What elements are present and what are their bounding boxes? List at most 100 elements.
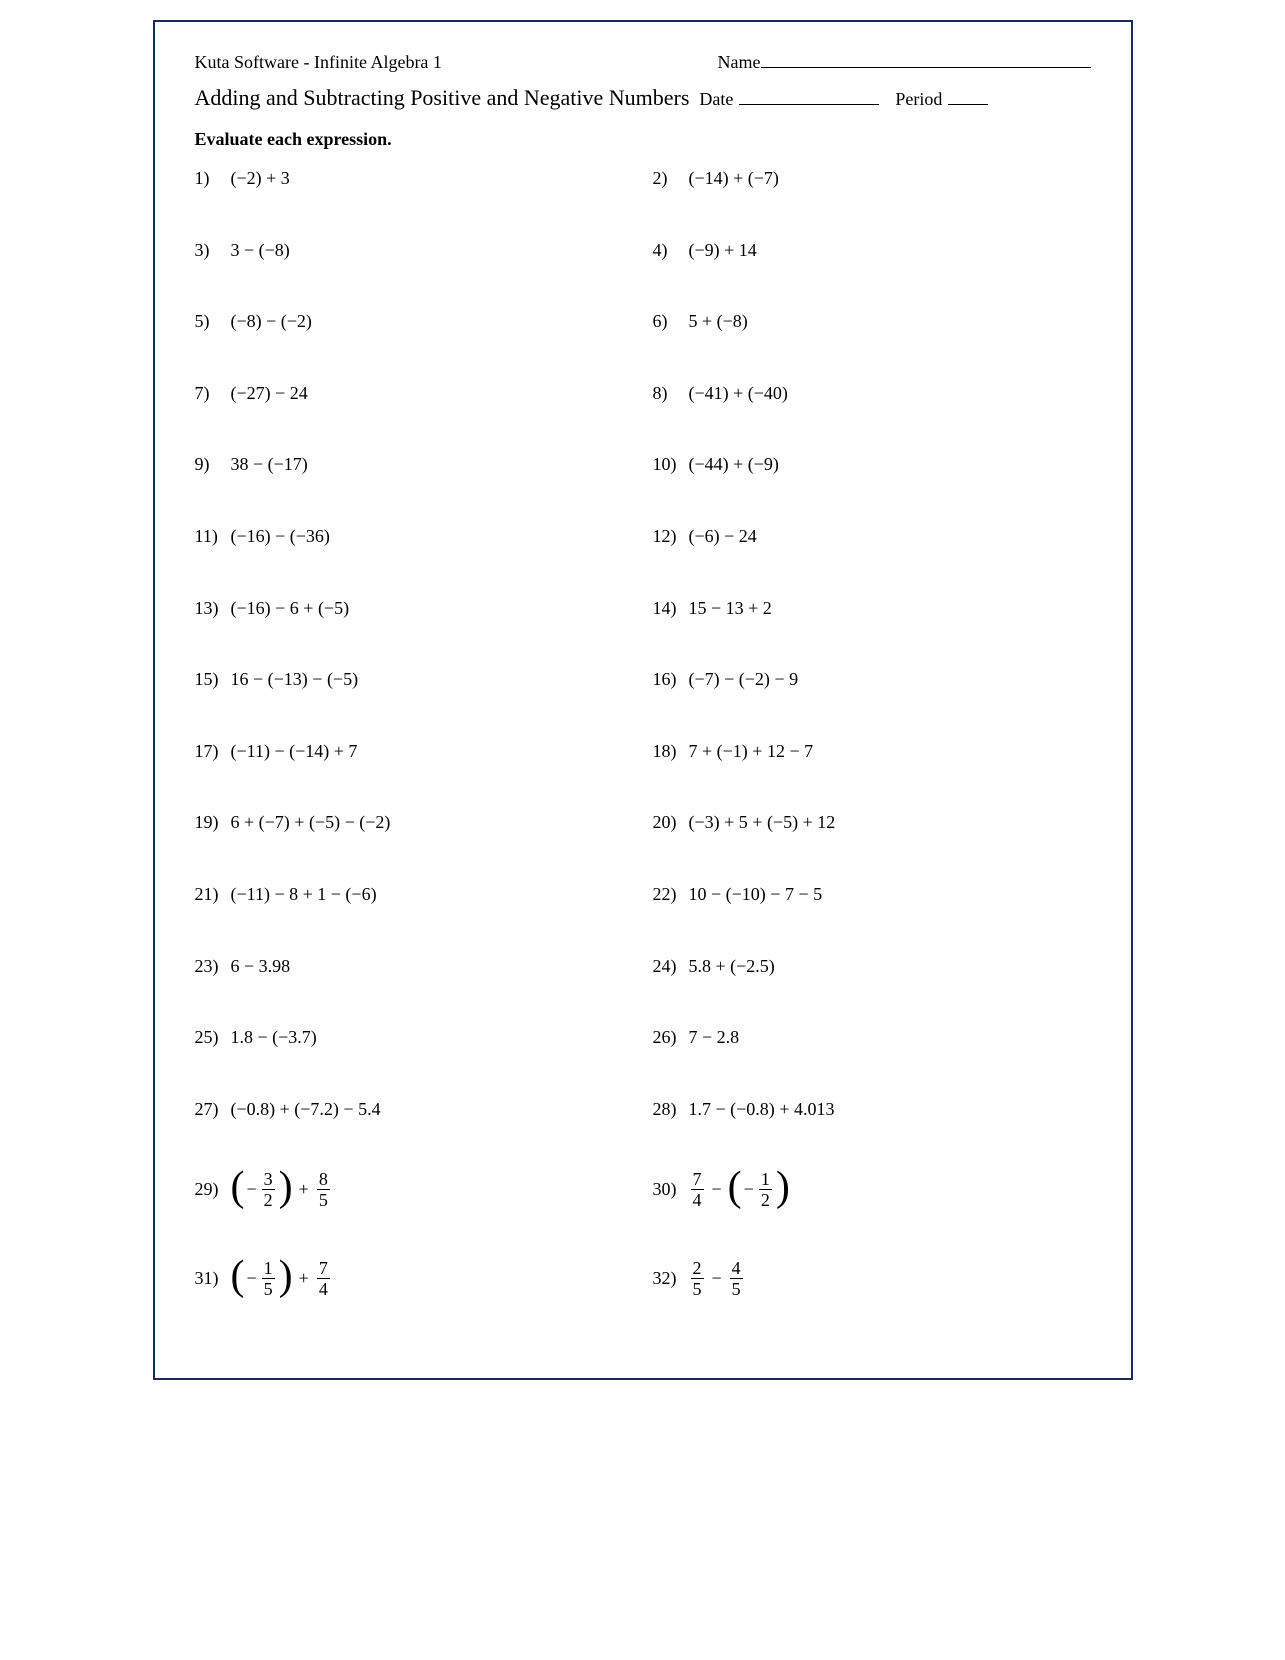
problem-expression: (−27) − 24 xyxy=(231,383,308,405)
problem: 19)6 + (−7) + (−5) − (−2) xyxy=(195,812,633,834)
problem-number: 22) xyxy=(653,884,681,906)
problem-number: 17) xyxy=(195,741,223,763)
problem-expression: 3 − (−8) xyxy=(231,240,290,262)
instructions: Evaluate each expression. xyxy=(195,129,1091,150)
problem: 1) (−2) + 3 xyxy=(195,168,633,190)
problem: 8)(−41) + (−40) xyxy=(653,383,1091,405)
problem-expression: (−8) − (−2) xyxy=(231,311,312,333)
left-paren: ( xyxy=(231,1260,245,1294)
fraction-numerator: 1 xyxy=(262,1259,275,1278)
fraction-numerator: 4 xyxy=(730,1259,743,1278)
problem-number: 1) xyxy=(195,168,223,190)
period-blank-line xyxy=(948,83,988,105)
fraction-denominator: 2 xyxy=(759,1189,772,1209)
problem-number: 5) xyxy=(195,311,223,333)
problem: 18)7 + (−1) + 12 − 7 xyxy=(653,741,1091,763)
header-row: Kuta Software - Infinite Algebra 1 Name xyxy=(195,50,1091,73)
problem: 6)5 + (−8) xyxy=(653,311,1091,333)
problem-number: 9) xyxy=(195,454,223,476)
problem: 5) (−8) − (−2) xyxy=(195,311,633,333)
problem-number: 23) xyxy=(195,956,223,978)
period-label: Period xyxy=(895,89,942,110)
problem: 24) 5.8 + (−2.5) xyxy=(653,956,1091,978)
problem-number: 19) xyxy=(195,812,223,834)
problem-number: 32) xyxy=(653,1268,681,1290)
fraction-numerator: 7 xyxy=(317,1259,330,1278)
problem: 12) (−6) − 24 xyxy=(653,526,1091,548)
worksheet-page: Kuta Software - Infinite Algebra 1 Name … xyxy=(153,20,1133,1380)
problem: 22) 10 − (−10) − 7 − 5 xyxy=(653,884,1091,906)
problem-expression: 7 − 2.8 xyxy=(689,1027,740,1049)
fraction: 15 xyxy=(262,1259,275,1298)
software-name: Kuta Software - Infinite Algebra 1 xyxy=(195,52,442,73)
problem-expression: (−0.8) + (−7.2) − 5.4 xyxy=(231,1099,381,1121)
name-blank-line xyxy=(761,50,1091,68)
problem-number: 26) xyxy=(653,1027,681,1049)
fraction-denominator: 5 xyxy=(691,1278,704,1298)
worksheet-title: Adding and Subtracting Positive and Nega… xyxy=(195,85,690,111)
operator: − xyxy=(712,1268,722,1290)
problem-number: 14) xyxy=(653,598,681,620)
problem-number: 11) xyxy=(195,526,223,548)
problem-number: 20) xyxy=(653,812,681,834)
problem: 3)3 − (−8) xyxy=(195,240,633,262)
problem-expression: (−3) + 5 + (−5) + 12 xyxy=(689,812,836,834)
problem: 14)15 − 13 + 2 xyxy=(653,598,1091,620)
problem: 26) 7 − 2.8 xyxy=(653,1027,1091,1049)
problem-number: 25) xyxy=(195,1027,223,1049)
problem-number: 2) xyxy=(653,168,681,190)
problem-number: 16) xyxy=(653,669,681,691)
problem-number: 4) xyxy=(653,240,681,262)
problem-expression: (−6) − 24 xyxy=(689,526,757,548)
subheader-row: Adding and Subtracting Positive and Nega… xyxy=(195,83,1091,111)
problem-number: 31) xyxy=(195,1268,223,1290)
problem-number: 30) xyxy=(653,1179,681,1201)
fraction: 85 xyxy=(317,1170,330,1209)
problem-expression: (−11) − 8 + 1 − (−6) xyxy=(231,884,377,906)
problem-expression: 10 − (−10) − 7 − 5 xyxy=(689,884,823,906)
name-field: Name xyxy=(718,50,1091,73)
problem-number: 21) xyxy=(195,884,223,906)
problem-number: 24) xyxy=(653,956,681,978)
problem-number: 12) xyxy=(653,526,681,548)
name-label: Name xyxy=(718,52,761,72)
problem-expression: 1.7 − (−0.8) + 4.013 xyxy=(689,1099,835,1121)
problem-expression: (−16) − (−36) xyxy=(231,526,330,548)
problem-expression: 38 − (−17) xyxy=(231,454,308,476)
problem-number: 6) xyxy=(653,311,681,333)
problem-expression: (−11) − (−14) + 7 xyxy=(231,741,358,763)
problem-number: 15) xyxy=(195,669,223,691)
problem-expression: (−2) + 3 xyxy=(231,168,290,190)
problem: 28) 1.7 − (−0.8) + 4.013 xyxy=(653,1099,1091,1121)
problem-expression: (−9) + 14 xyxy=(689,240,757,262)
problem: 2) (−14) + (−7) xyxy=(653,168,1091,190)
fraction: 45 xyxy=(730,1259,743,1298)
date-blank-line xyxy=(739,83,879,105)
date-label: Date xyxy=(699,89,733,110)
right-paren: ) xyxy=(279,1260,293,1294)
problem-expression: 74−(−12) xyxy=(689,1170,790,1209)
problem: 13) (−16) − 6 + (−5) xyxy=(195,598,633,620)
right-paren: ) xyxy=(279,1171,293,1205)
problem: 9) 38 − (−17) xyxy=(195,454,633,476)
problem: 29) (−32)+85 xyxy=(195,1170,633,1209)
problem-expression: 25−45 xyxy=(689,1259,745,1298)
problem-number: 18) xyxy=(653,741,681,763)
fraction: 32 xyxy=(262,1170,275,1209)
problem-expression: (−16) − 6 + (−5) xyxy=(231,598,350,620)
left-paren: ( xyxy=(728,1171,742,1205)
problem-number: 13) xyxy=(195,598,223,620)
problem-expression: (−44) + (−9) xyxy=(689,454,779,476)
problem-number: 29) xyxy=(195,1179,223,1201)
left-paren: ( xyxy=(231,1171,245,1205)
problem-expression: (−14) + (−7) xyxy=(689,168,779,190)
problem-expression: 1.8 − (−3.7) xyxy=(231,1027,317,1049)
problem-number: 7) xyxy=(195,383,223,405)
fraction-numerator: 1 xyxy=(759,1170,772,1189)
problem-expression: (−32)+85 xyxy=(231,1170,332,1209)
problem: 15)16 − (−13) − (−5) xyxy=(195,669,633,691)
problem: 10)(−44) + (−9) xyxy=(653,454,1091,476)
problem-expression: 5.8 + (−2.5) xyxy=(689,956,775,978)
problem: 7) (−27) − 24 xyxy=(195,383,633,405)
problem-number: 28) xyxy=(653,1099,681,1121)
